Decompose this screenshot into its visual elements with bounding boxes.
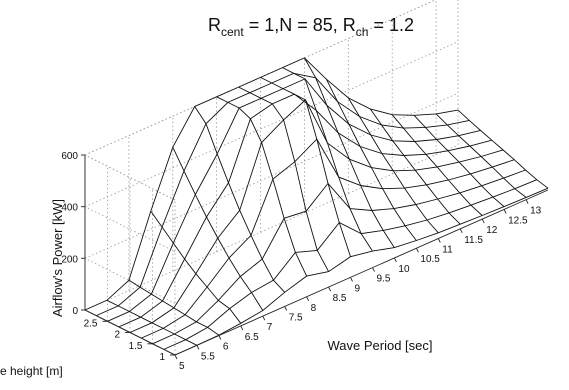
surface-column-line — [457, 109, 549, 189]
x-tick-mark — [328, 286, 332, 292]
surface-row-line — [174, 187, 549, 356]
surface-column-line — [304, 57, 395, 248]
y-tick-label: 1 — [159, 352, 165, 363]
x-tick-label: 10.5 — [420, 254, 440, 265]
x-tick-mark — [415, 247, 419, 253]
surface-row-line — [96, 72, 470, 317]
x-tick-label: 12 — [486, 225, 498, 236]
x-tick-label: 7 — [267, 322, 273, 333]
surface-row-line — [152, 169, 526, 345]
surface-column-line — [238, 86, 329, 272]
surface-column-line — [347, 97, 439, 234]
chart-title: Rcent = 1,N = 85, Rch = 1.2 — [208, 15, 414, 39]
x-tick-mark — [393, 257, 397, 263]
surface-row-line — [107, 78, 481, 322]
x-tick-mark — [262, 315, 266, 321]
x-tick-label: 10 — [398, 264, 410, 275]
x-tick-mark — [481, 218, 485, 224]
x-tick-label: 11.5 — [464, 235, 483, 246]
surface-column-line — [391, 114, 483, 216]
surface-column-line — [282, 67, 373, 252]
x-tick-mark — [240, 325, 244, 331]
surface-column-line — [194, 106, 286, 293]
x-tick-mark — [174, 354, 178, 360]
y-tick-label: 1.5 — [129, 341, 143, 352]
x-tick-label: 7.5 — [289, 313, 303, 324]
x-tick-mark — [196, 345, 200, 350]
x-tick-label: 9 — [355, 283, 361, 294]
x-tick-label: 5 — [179, 361, 185, 372]
z-tick-label: 200 — [61, 254, 78, 265]
x-tick-label: 8 — [311, 303, 317, 314]
surface-column-line — [150, 210, 242, 324]
x-tick-mark — [306, 296, 310, 302]
surface-column-line — [106, 299, 198, 346]
x-tick-label: 12.5 — [508, 215, 528, 226]
x-axis-label: Wave Period [sec] — [327, 338, 432, 353]
side-wall-grid-line — [84, 257, 176, 304]
side-wall-grid-line — [84, 206, 176, 253]
surface-column-line — [325, 78, 417, 241]
surface-column-line — [216, 96, 308, 277]
x-axis-line — [174, 189, 549, 356]
surface-row-line — [84, 57, 459, 311]
x-tick-mark — [350, 277, 353, 282]
x-tick-mark — [372, 267, 375, 272]
title-end: = 1.2 — [368, 15, 414, 35]
x-tick-mark — [459, 228, 463, 234]
axis-box-grid — [84, 0, 459, 356]
surface-column-line — [369, 108, 461, 225]
surface-row-line — [129, 99, 504, 333]
x-tick-mark — [437, 238, 441, 243]
surface-column-line — [435, 113, 527, 198]
surface-row-line — [163, 179, 537, 350]
x-tick-mark — [218, 335, 222, 340]
y-axis-label: e height [m] — [0, 364, 63, 378]
x-tick-label: 6.5 — [245, 332, 259, 343]
box-edge — [84, 154, 176, 201]
surface-row-line — [141, 138, 515, 339]
z-tick-label: 0 — [72, 306, 78, 317]
y-tick-label: 2 — [114, 330, 120, 341]
x-tick-label: 11 — [442, 245, 453, 256]
title-cent-sub: cent — [221, 25, 244, 39]
z-axis-label: Airflow's Power [kW] — [50, 199, 65, 317]
surface-column-line — [128, 279, 220, 336]
x-tick-mark — [525, 199, 529, 204]
title-ch-sub: ch — [356, 25, 369, 39]
axis-lines — [84, 155, 549, 356]
x-tick-label: 9.5 — [377, 274, 391, 285]
x-tick-mark — [503, 209, 507, 214]
surface-column-line — [413, 114, 505, 207]
z-tick-label: 600 — [61, 151, 78, 162]
title-mid: = 1,N = 85, R — [244, 15, 356, 35]
surface-row-line — [118, 93, 492, 328]
x-tick-label: 5.5 — [201, 351, 215, 362]
tick-labels: 55.566.577.588.599.51010.51111.51212.513… — [61, 151, 541, 372]
surface-column-line — [260, 76, 351, 257]
surface-mesh — [84, 57, 549, 356]
z-tick-label: 400 — [61, 203, 78, 214]
x-tick-label: 8.5 — [333, 293, 347, 304]
surface-column-line — [172, 147, 264, 311]
x-tick-mark — [284, 306, 288, 311]
title-r: R — [208, 15, 221, 35]
x-tick-label: 13 — [530, 206, 542, 217]
x-tick-label: 6 — [223, 342, 229, 353]
y-tick-label: 2.5 — [84, 318, 98, 329]
